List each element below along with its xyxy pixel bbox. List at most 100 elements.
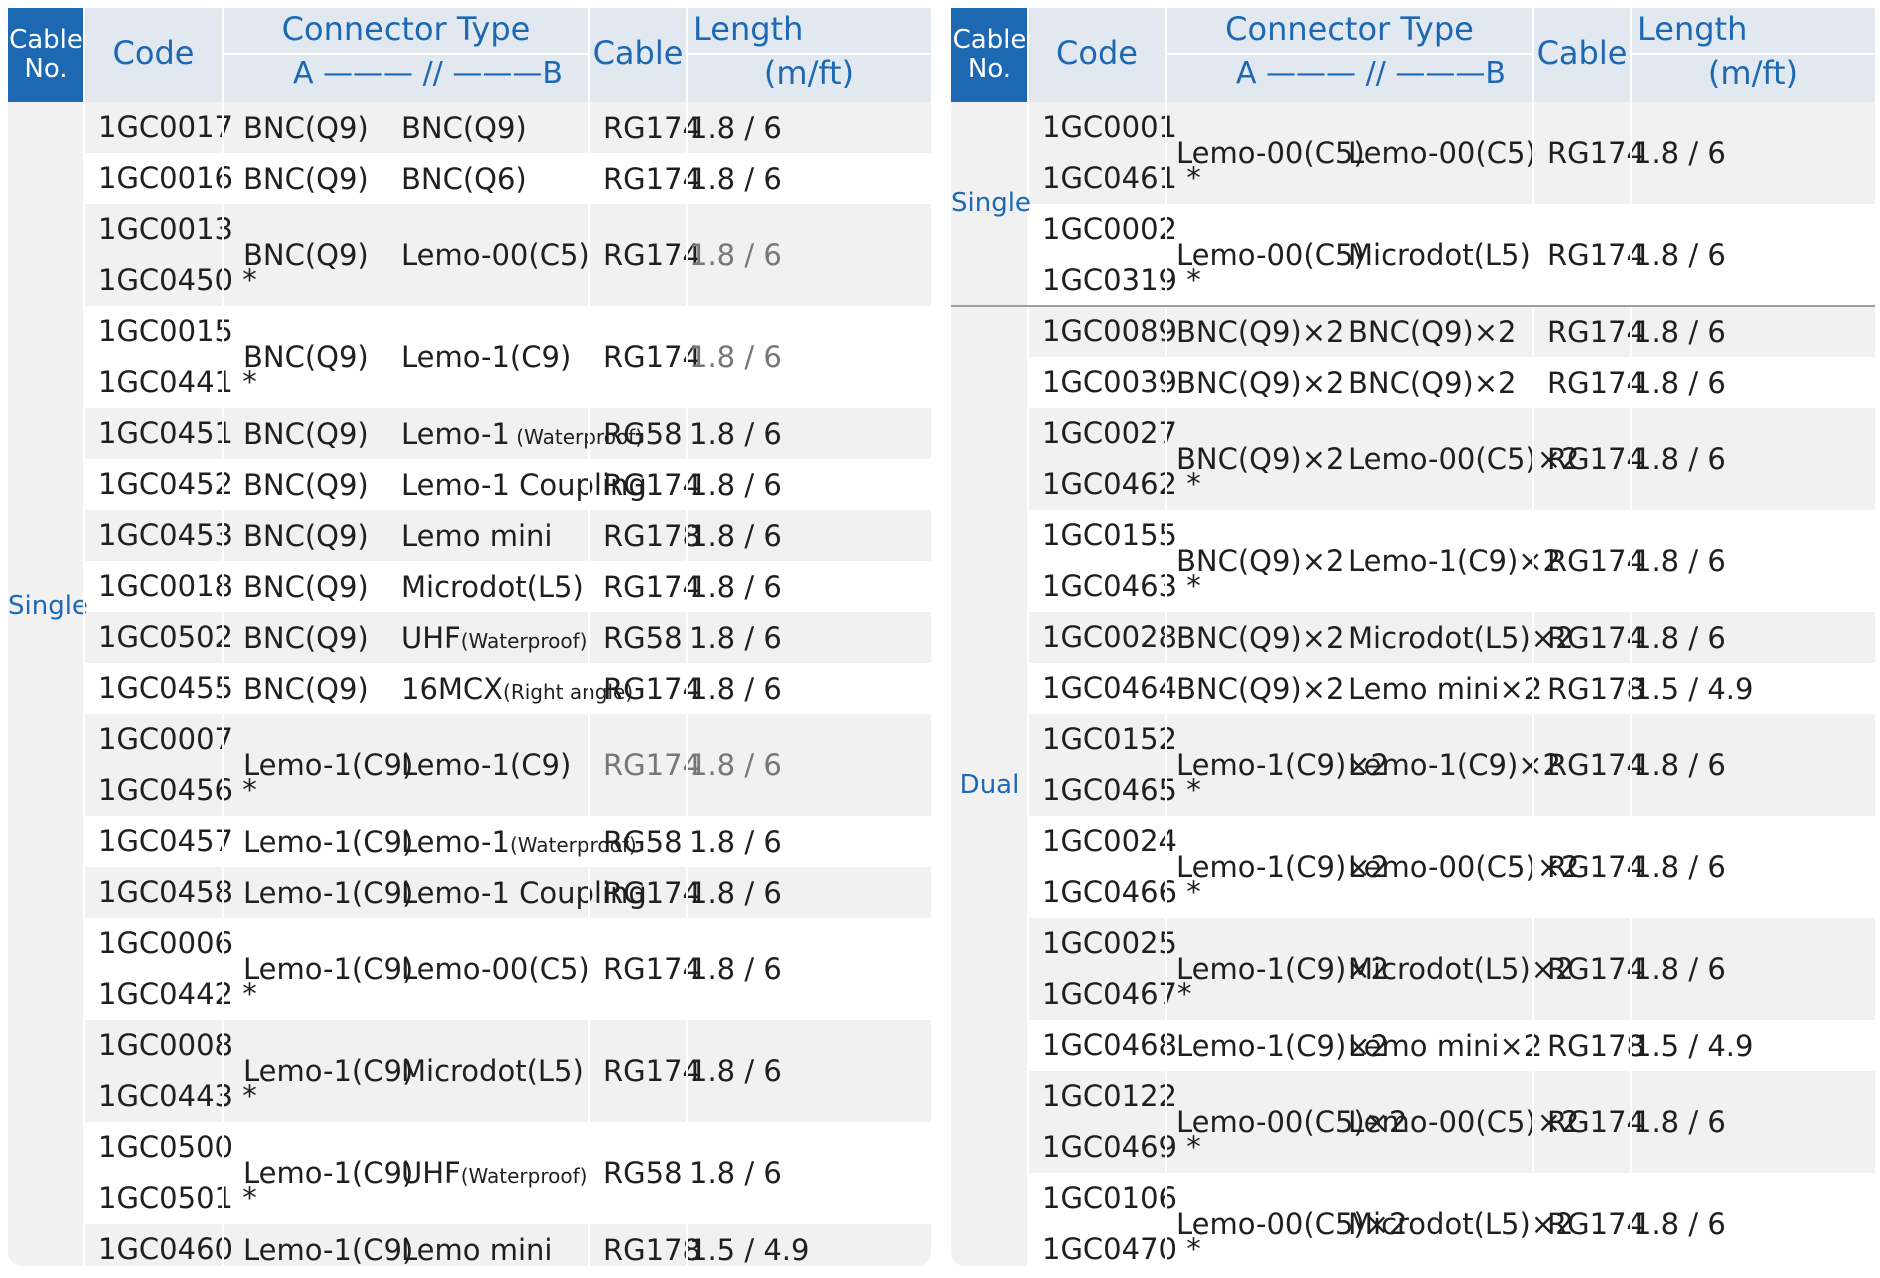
connector-b-cell: BNC(Q9)×2 — [1348, 365, 1517, 400]
table-row — [84, 612, 931, 663]
connector-b-cell: Lemo mini — [401, 518, 553, 553]
cable-cell: RG174 — [1547, 136, 1645, 170]
table-row — [1028, 306, 1875, 357]
code-cell: 1GC0460 — [98, 1232, 233, 1266]
cable-cell: RG174 — [603, 952, 701, 986]
table-row — [1028, 714, 1875, 816]
connector-a-cell: BNC(Q9)×2 — [1176, 365, 1345, 400]
length-cell: 1.8 / 6 — [689, 467, 782, 502]
code-cell: 1GC0006 — [98, 926, 233, 960]
table-row — [1028, 408, 1875, 510]
connector-a-cell: Lemo-00(C5)×2 — [1176, 1105, 1408, 1139]
code-cell: 1GC0027 — [1042, 416, 1177, 450]
length-cell: 1.8 / 6 — [689, 416, 782, 451]
column-divider — [1027, 8, 1029, 1266]
connector-b-cell: BNC(Q9) — [401, 110, 527, 145]
length-cell: 1.8 / 6 — [689, 518, 782, 553]
connector-a-cell: Lemo-1(C9)×2 — [1176, 1028, 1390, 1063]
table-row — [1028, 357, 1875, 408]
connector-b-cell: UHF(Waterproof) — [401, 620, 588, 655]
length-cell: 1.8 / 6 — [1633, 442, 1726, 476]
connector-a-cell: BNC(Q9) — [243, 161, 369, 196]
code-cell: 1GC0319 * — [1042, 263, 1201, 297]
code-cell: 1GC0462 * — [1042, 467, 1201, 501]
header-cable: Cable — [1536, 34, 1628, 72]
length-cell: 1.8 / 6 — [689, 1156, 782, 1190]
length-cell: 1.8 / 6 — [1633, 748, 1726, 782]
table-row — [1028, 612, 1875, 663]
connector-b-cell: BNC(Q9)×2 — [1348, 314, 1517, 349]
connector-a-cell: Lemo-1(C9)×2 — [1176, 952, 1390, 986]
code-cell: 1GC0461 * — [1042, 161, 1201, 195]
cable-cell: RG174 — [1547, 544, 1645, 578]
connector-a-cell: Lemo-1(C9) — [243, 1054, 414, 1088]
connector-b-note: (Waterproof) — [509, 424, 644, 449]
table-row — [1028, 918, 1875, 1020]
table-row — [1028, 204, 1875, 306]
code-cell: 1GC0470 * — [1042, 1232, 1201, 1266]
column-divider — [1630, 8, 1632, 1266]
cable-cell: RG174 — [603, 671, 701, 706]
table-row — [84, 1224, 931, 1266]
connector-b-cell: 16MCX(Right angle) — [401, 671, 634, 706]
code-cell: 1GC0025 — [1042, 926, 1177, 960]
length-cell: 1.5 / 4.9 — [1633, 1028, 1754, 1063]
column-divider — [686, 8, 688, 1266]
cable-cell: RG174 — [603, 569, 701, 604]
code-cell: 1GC0468 — [1042, 1028, 1177, 1062]
code-cell: 1GC0466 * — [1042, 875, 1201, 909]
code-cell: 1GC0469 * — [1042, 1130, 1201, 1164]
cable-cell: RG178 — [1547, 1028, 1645, 1063]
table-row — [1028, 510, 1875, 612]
cable-cell: RG174 — [1547, 314, 1645, 349]
left-cable-table: Cable No. Code Connector Type A ——— // ———B C… — [8, 8, 931, 1266]
code-cell: 1GC0024 — [1042, 824, 1177, 858]
length-cell: 1.8 / 6 — [1633, 544, 1726, 578]
group-label-single: Single — [8, 591, 88, 621]
connector-a-cell: BNC(Q9) — [243, 518, 369, 553]
length-cell: 1.8 / 6 — [689, 110, 782, 145]
cable-cell: RG174 — [1547, 620, 1645, 655]
code-cell: 1GC0002 — [1042, 212, 1177, 246]
cable-cell: RG178 — [603, 1232, 701, 1267]
connector-b-cell: Lemo-00(C5)×2 — [1348, 850, 1580, 884]
code-cell: 1GC0122 — [1042, 1079, 1177, 1113]
code-cell: 1GC0017 — [98, 110, 233, 144]
connector-b-cell: Microdot(L5)×2 — [1348, 952, 1574, 986]
header-cable-no: Cable No. — [8, 8, 84, 102]
header-connector-type: Connector Type — [281, 10, 531, 48]
connector-a-cell: BNC(Q9) — [243, 110, 369, 145]
header-code: Code — [1056, 34, 1138, 72]
header-length-unit: (m/ft) — [763, 54, 855, 92]
connector-b-cell: Lemo-1(C9)×2 — [1348, 748, 1562, 782]
connector-b-cell: Microdot(L5) — [401, 1054, 584, 1088]
length-cell: 1.8 / 6 — [689, 671, 782, 706]
connector-b-cell: UHF(Waterproof) — [401, 1156, 588, 1190]
code-cell: 1GC0457 — [98, 824, 233, 858]
cable-cell: RG174 — [1547, 850, 1645, 884]
connector-a-cell: Lemo-00(C5) — [1176, 136, 1365, 170]
length-cell: 1.8 / 6 — [689, 340, 782, 374]
table-row — [1028, 102, 1875, 204]
connector-b-cell: Lemo-00(C5) — [401, 238, 590, 272]
connector-b-cell: Microdot(L5) — [401, 569, 584, 604]
connector-a-cell: BNC(Q9) — [243, 238, 369, 272]
table-row — [84, 1122, 931, 1224]
cable-cell: RG174 — [1547, 442, 1645, 476]
connector-b-cell: Lemo-1(C9) — [401, 748, 572, 782]
connector-a-cell: BNC(Q9)×2 — [1176, 671, 1345, 706]
cable-cell: RG174 — [603, 1054, 701, 1088]
connector-b-cell: Lemo-1 (Waterproof) — [401, 416, 644, 451]
length-cell: 1.8 / 6 — [689, 748, 782, 782]
header-divider — [1166, 53, 1533, 55]
connector-b-cell: Microdot(L5)×2 — [1348, 620, 1574, 655]
cable-cell: RG174 — [1547, 238, 1645, 272]
table-row — [84, 561, 931, 612]
length-cell: 1.8 / 6 — [1633, 952, 1726, 986]
code-cell: 1GC0443 * — [98, 1079, 257, 1113]
code-cell: 1GC0464 — [1042, 671, 1177, 705]
length-cell: 1.8 / 6 — [1633, 238, 1726, 272]
group-label-single: Single — [951, 188, 1031, 218]
code-cell: 1GC0089 — [1042, 314, 1177, 348]
column-divider — [1165, 8, 1167, 1266]
